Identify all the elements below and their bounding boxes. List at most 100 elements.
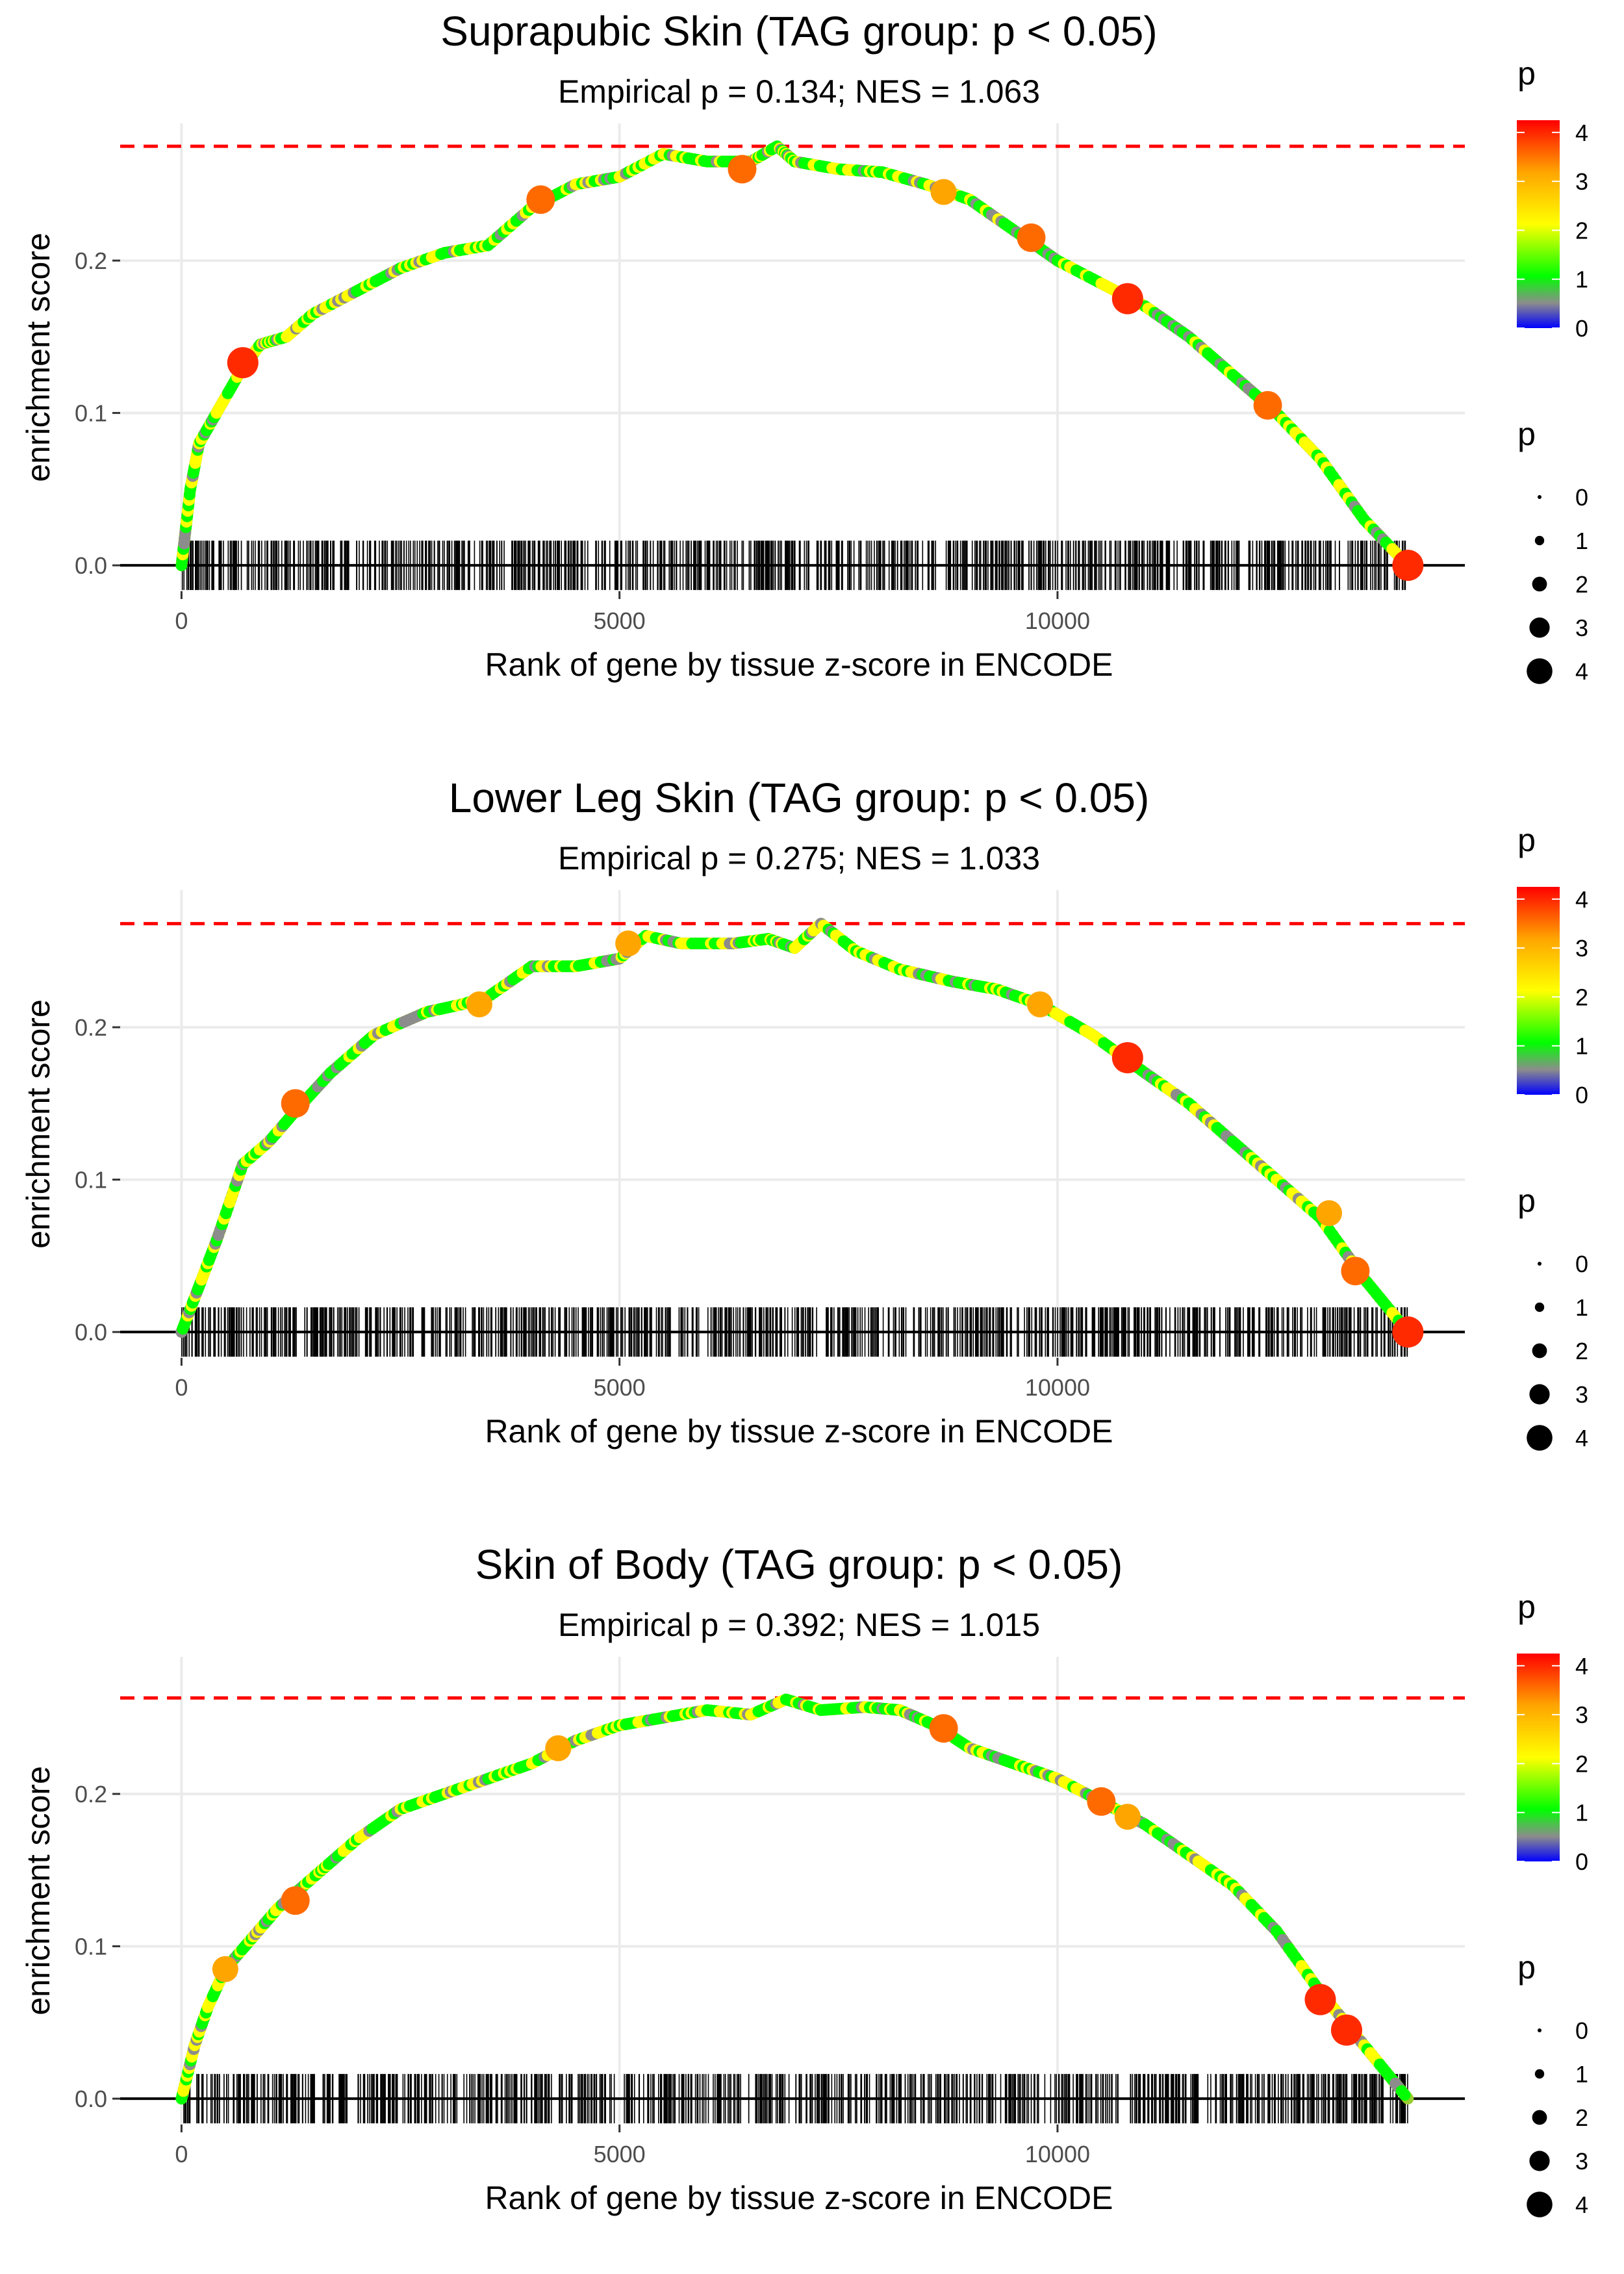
color-bar-label: 0 <box>1575 315 1588 342</box>
x-axis-title: Rank of gene by tissue z-score in ENCODE <box>485 646 1113 683</box>
size-legend-label: 2 <box>1575 2104 1588 2131</box>
x-tick-label: 5000 <box>594 1374 646 1401</box>
highlight-point <box>615 930 642 957</box>
color-bar-label: 0 <box>1575 1848 1588 1875</box>
size-legend-label: 1 <box>1575 1294 1588 1321</box>
y-tick-label: 0.1 <box>75 1934 107 1960</box>
x-tick-label: 0 <box>175 607 188 634</box>
y-tick-label: 0.2 <box>75 248 107 274</box>
size-legend-dot <box>1527 658 1553 684</box>
x-tick-label: 0 <box>175 2141 188 2167</box>
x-tick-label: 10000 <box>1025 1374 1090 1401</box>
size-legend-dot <box>1529 2151 1550 2171</box>
size-legend-dot <box>1527 2191 1553 2217</box>
color-bar-label: 0 <box>1575 1082 1588 1108</box>
color-bar-label: 1 <box>1575 1800 1588 1826</box>
chart-panel-2: Lower Leg Skin (TAG group: p < 0.05) Empi… <box>20 774 1588 1451</box>
curve-points <box>175 140 1424 581</box>
highlight-point <box>929 1714 958 1743</box>
size-legend-label: 2 <box>1575 571 1588 598</box>
size-legend-label: 4 <box>1575 658 1588 685</box>
curve-points <box>175 917 1424 1348</box>
size-legend-dot <box>1529 617 1550 638</box>
color-bar-label: 2 <box>1575 1750 1588 1777</box>
highlight-point <box>1253 390 1282 420</box>
size-legend-dot <box>1534 535 1545 546</box>
size-legend-label: 2 <box>1575 1338 1588 1364</box>
highlight-point <box>1341 1257 1370 1286</box>
size-legend: p 0 1 2 3 4 <box>1517 1182 1588 1451</box>
grid <box>120 123 1465 591</box>
highlight-point <box>281 1886 310 1915</box>
size-legend-label: 3 <box>1575 1381 1588 1408</box>
x-tick-label: 0 <box>175 1374 188 1401</box>
size-legend-label: 4 <box>1575 1425 1588 1451</box>
chart-panel-1: Suprapubic Skin (TAG group: p < 0.05) Emp… <box>20 8 1588 685</box>
chart-title: Lower Leg Skin (TAG group: p < 0.05) <box>449 774 1150 821</box>
size-legend-dot <box>1538 495 1542 499</box>
x-axis-title: Rank of gene by tissue z-score in ENCODE <box>485 1413 1113 1450</box>
size-legend-label: 3 <box>1575 2148 1588 2175</box>
y-axis: 0.0 0.1 0.2 <box>75 248 120 579</box>
size-legend-dot <box>1532 576 1547 592</box>
color-bar <box>1517 1654 1560 1861</box>
size-legend-label: 1 <box>1575 2061 1588 2088</box>
chart-title: Suprapubic Skin (TAG group: p < 0.05) <box>440 8 1157 55</box>
size-legend-dot <box>1534 1302 1545 1312</box>
chart-subtitle: Empirical p = 0.134; NES = 1.063 <box>558 73 1040 110</box>
size-legend-label: 0 <box>1575 484 1588 511</box>
enrichment-curve <box>175 1693 1414 2105</box>
highlight-point <box>227 347 259 379</box>
size-legend-title: p <box>1517 416 1536 452</box>
y-axis-title: enrichment score <box>20 999 57 1249</box>
chart-title: Skin of Body (TAG group: p < 0.05) <box>476 1541 1123 1588</box>
size-legend-dot <box>1538 1262 1542 1266</box>
highlight-point <box>930 179 957 205</box>
size-legend-dot <box>1527 1425 1553 1451</box>
x-tick-label: 10000 <box>1025 2141 1090 2167</box>
color-bar-label: 1 <box>1575 1033 1588 1060</box>
x-axis: 0 5000 10000 <box>175 1358 1090 1401</box>
y-tick-label: 0.1 <box>75 1167 107 1194</box>
color-bar <box>1517 120 1560 328</box>
size-legend-label: 4 <box>1575 2191 1588 2218</box>
y-tick-label: 0.1 <box>75 400 107 427</box>
color-bar <box>1517 887 1560 1095</box>
x-axis-title: Rank of gene by tissue z-score in ENCODE <box>485 2180 1113 2216</box>
highlight-point <box>1304 1984 1336 2015</box>
y-tick-label: 0.0 <box>75 2086 107 2112</box>
highlight-point <box>281 1089 310 1118</box>
color-legend-title: p <box>1517 1589 1536 1625</box>
curve-point <box>1399 2089 1411 2101</box>
size-legend-dot <box>1532 1343 1547 1359</box>
size-legend-label: 3 <box>1575 615 1588 641</box>
color-bar-label: 4 <box>1575 886 1588 913</box>
highlight-point <box>212 1956 238 1982</box>
y-tick-label: 0.0 <box>75 552 107 579</box>
highlight-point <box>728 155 757 184</box>
chart-subtitle: Empirical p = 0.392; NES = 1.015 <box>558 1607 1040 1643</box>
highlight-point <box>1330 2014 1362 2046</box>
y-axis-title: enrichment score <box>20 1766 57 2015</box>
size-legend-dot <box>1532 2110 1547 2125</box>
color-bar-label: 2 <box>1575 984 1588 1010</box>
highlight-point <box>1392 550 1424 581</box>
x-tick-label: 5000 <box>594 607 646 634</box>
color-bar-label: 3 <box>1575 935 1588 962</box>
y-axis: 0.0 0.1 0.2 <box>75 1781 120 2112</box>
highlight-point <box>1087 1787 1116 1816</box>
size-legend-dot <box>1534 2069 1545 2079</box>
x-tick-label: 10000 <box>1025 607 1090 634</box>
color-bar-label: 4 <box>1575 120 1588 146</box>
y-tick-label: 0.2 <box>75 1014 107 1041</box>
color-bar-label: 3 <box>1575 168 1588 195</box>
y-tick-label: 0.2 <box>75 1781 107 1808</box>
highlight-point <box>545 1735 572 1761</box>
highlight-point <box>1392 1316 1424 1348</box>
color-bar-label: 2 <box>1575 217 1588 244</box>
highlight-point <box>1315 1200 1342 1227</box>
highlight-point <box>1017 223 1046 252</box>
size-legend-title: p <box>1517 1949 1536 1986</box>
x-axis: 0 5000 10000 <box>175 2125 1090 2167</box>
y-axis-title: enrichment score <box>20 233 57 482</box>
